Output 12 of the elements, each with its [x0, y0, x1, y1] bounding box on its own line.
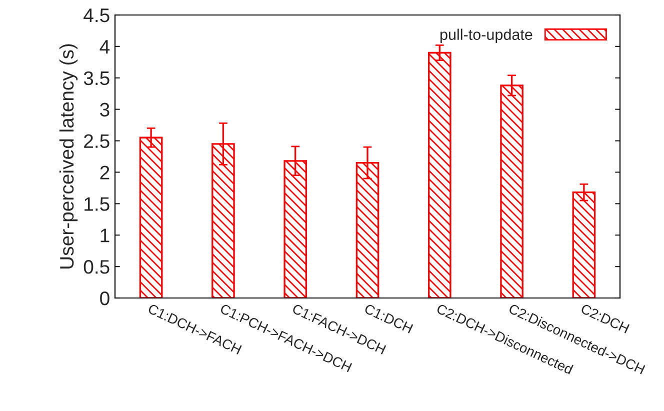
y-axis-title: User-perceived latency (s) [59, 44, 78, 268]
y-tick-label: 3 [100, 102, 110, 117]
y-tick-label: 1.5 [84, 197, 110, 211]
legend-label: pull-to-update [440, 28, 532, 43]
y-tick-label: 1 [100, 228, 110, 242]
y-tick-label: 0 [100, 291, 110, 306]
y-tick-label: 0.5 [84, 260, 110, 274]
y-tick-label: 2.5 [84, 134, 110, 148]
y-tick-label: 4.5 [84, 8, 110, 22]
y-tick-label: 4 [100, 40, 110, 54]
y-tick-label: 2 [100, 166, 110, 180]
y-tick-label: 3.5 [84, 71, 110, 86]
